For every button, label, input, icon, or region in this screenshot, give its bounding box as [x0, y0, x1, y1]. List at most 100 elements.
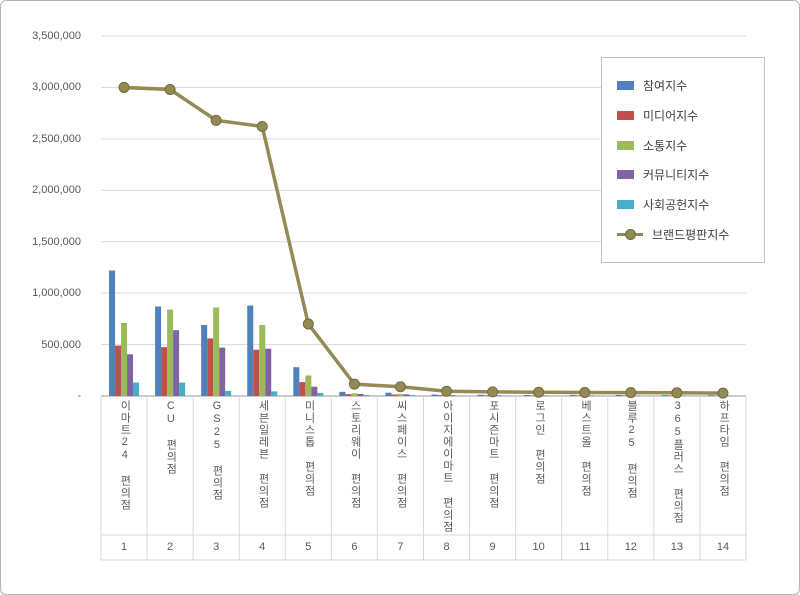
category-label-text: 스토리웨이 편의점 — [349, 400, 362, 509]
bar-소통지수 — [213, 307, 220, 396]
bar-사회공헌지수 — [409, 395, 416, 396]
legend-swatch-icon — [617, 200, 634, 210]
y-tick-label: 3,000,000 — [32, 81, 81, 94]
bar-미디어지수 — [253, 349, 260, 396]
bar-참여지수 — [109, 270, 116, 396]
category-label: 아이지에이마트 편의점 — [424, 400, 470, 533]
category-label-text: 하프타임 편의점 — [717, 400, 730, 497]
rank-label: 2 — [167, 541, 174, 553]
category-label-text: 로그인 편의점 — [533, 400, 546, 485]
y-tick-label: 2,500,000 — [32, 132, 81, 145]
bar-미디어지수 — [437, 395, 444, 396]
category-label-text: CU 편의점 — [164, 400, 177, 475]
bar-커뮤니티지수 — [541, 395, 548, 396]
legend-label: 사회공헌지수 — [643, 198, 710, 213]
legend-label: 커뮤니티지수 — [643, 168, 710, 183]
bar-사회공헌지수 — [317, 392, 324, 396]
bar-소통지수 — [259, 325, 266, 396]
bar-사회공헌지수 — [363, 394, 370, 396]
bar-미디어지수 — [667, 395, 674, 396]
bar-미디어지수 — [345, 394, 352, 396]
legend-item-미디어지수: 미디어지수 — [602, 107, 764, 124]
y-tick-label: 2,000,000 — [32, 184, 81, 197]
bar-사회공헌지수 — [133, 382, 140, 396]
line-marker — [625, 387, 637, 399]
line-marker — [256, 121, 268, 133]
bar-참여지수 — [569, 394, 576, 396]
bar-커뮤니티지수 — [127, 354, 134, 396]
rank-label: 9 — [489, 541, 496, 553]
category-label-text: GS25 편의점 — [210, 400, 223, 501]
line-marker — [118, 81, 130, 93]
bar-커뮤니티지수 — [219, 347, 226, 396]
bar-소통지수 — [397, 393, 404, 396]
bar-미디어지수 — [299, 382, 306, 396]
bar-소통지수 — [121, 322, 128, 396]
line-marker — [210, 114, 222, 126]
bar-소통지수 — [351, 393, 358, 396]
category-label: 스토리웨이 편의점 — [331, 400, 377, 533]
bar-미디어지수 — [713, 395, 720, 396]
bar-참여지수 — [431, 394, 438, 396]
category-label-text: 아이지에이마트 편의점 — [441, 400, 454, 533]
bar-커뮤니티지수 — [587, 395, 594, 396]
rank-label: 3 — [213, 541, 220, 553]
legend-item-소통지수: 소통지수 — [602, 137, 764, 154]
rank-label: 11 — [579, 541, 591, 553]
category-label: 미니스톱 편의점 — [285, 400, 331, 533]
rank-label: 1 — [120, 541, 128, 553]
bar-미디어지수 — [207, 338, 214, 396]
line-marker — [487, 386, 499, 398]
rank-label: 13 — [670, 541, 683, 553]
bar-소통지수 — [305, 375, 312, 396]
legend-label: 브랜드평판지수 — [652, 228, 730, 243]
category-label: 씨스페이스 편의점 — [377, 400, 423, 533]
bar-커뮤니티지수 — [449, 395, 456, 396]
y-tick-label: 1,000,000 — [32, 287, 81, 300]
bar-커뮤니티지수 — [265, 348, 272, 396]
category-label: 하프타임 편의점 — [700, 400, 746, 533]
legend-label: 소통지수 — [643, 138, 688, 153]
rank-label: 14 — [716, 541, 730, 553]
legend-line-marker-icon — [617, 229, 643, 241]
category-label: 로그인 편의점 — [516, 400, 562, 533]
category-label: 베스트올 편의점 — [562, 400, 608, 533]
bar-미디어지수 — [391, 394, 398, 396]
category-label: 포시즌마트 편의점 — [470, 400, 516, 533]
category-label: 이마트24 편의점 — [101, 400, 147, 533]
category-label-text: 세븐일레븐 편의점 — [257, 400, 269, 509]
bar-참여지수 — [477, 394, 484, 396]
bar-참여지수 — [247, 305, 254, 396]
line-marker — [394, 381, 406, 393]
legend-swatch-icon — [617, 80, 634, 90]
bar-소통지수 — [167, 309, 174, 396]
legend-label: 미디어지수 — [643, 108, 699, 123]
line-marker — [302, 318, 314, 330]
bar-참여지수 — [293, 367, 300, 396]
bar-참여지수 — [385, 392, 392, 396]
bar-커뮤니티지수 — [495, 395, 502, 396]
bar-커뮤니티지수 — [633, 395, 640, 396]
category-label-text: 이마트24 편의점 — [118, 400, 131, 511]
bar-참여지수 — [661, 395, 668, 396]
bar-미디어지수 — [621, 395, 628, 396]
bar-미디어지수 — [529, 395, 536, 396]
bar-미디어지수 — [483, 395, 490, 396]
category-label: CU 편의점 — [147, 400, 193, 533]
category-label-text: 365플러스 편의점 — [671, 400, 684, 524]
y-tick-label: 3,500,000 — [32, 30, 81, 42]
bar-미디어지수 — [115, 345, 122, 396]
bar-사회공헌지수 — [225, 390, 232, 396]
legend-item-커뮤니티지수: 커뮤니티지수 — [602, 166, 764, 183]
line-marker — [671, 387, 683, 399]
line-marker — [717, 387, 729, 399]
bar-미디어지수 — [161, 347, 168, 396]
legend-item-참여지수: 참여지수 — [602, 77, 764, 94]
category-label: 블루25 편의점 — [608, 400, 654, 533]
bar-커뮤니티지수 — [311, 386, 318, 396]
rank-label: 8 — [443, 541, 450, 553]
legend-item-브랜드평판지수: 브랜드평판지수 — [602, 226, 764, 243]
rank-label: 5 — [305, 541, 312, 553]
